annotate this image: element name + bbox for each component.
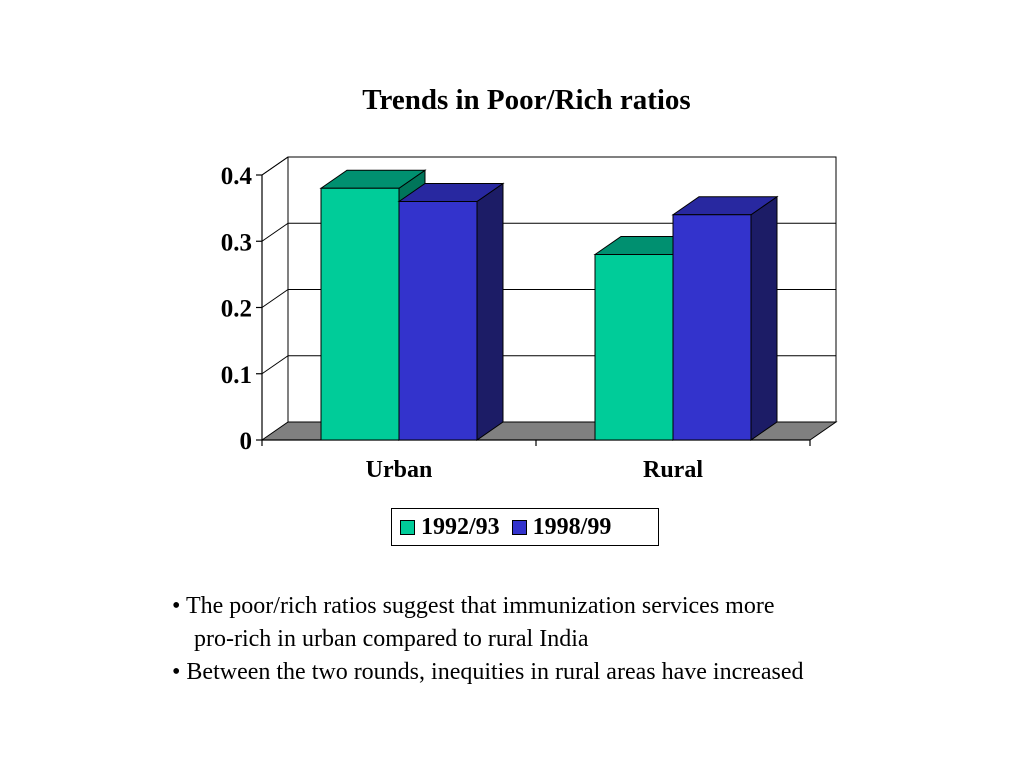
legend-swatch-series-1 <box>400 519 415 535</box>
note-bullet-2: • Between the two rounds, inequities in … <box>172 659 804 685</box>
y-tick-label: 0.2 <box>221 296 252 323</box>
gridline-side <box>261 289 289 308</box>
chart-bars <box>319 169 779 441</box>
legend-label-series-2: 1998/99 <box>532 513 612 540</box>
gridline-side <box>261 222 289 242</box>
bar-front-face <box>320 187 400 441</box>
bar-side-face <box>750 195 778 441</box>
gridline-side <box>261 156 289 176</box>
y-tick-label: 0.1 <box>221 362 252 389</box>
x-tick-label-urban: Urban <box>366 457 433 483</box>
legend-swatch-series-2 <box>511 519 527 535</box>
chart-title: Trends in Poor/Rich ratios <box>362 84 691 116</box>
chart-legend: 1992/93 1998/99 <box>391 508 659 546</box>
bar-side-face <box>476 182 504 441</box>
legend-item-series-1: 1992/93 <box>400 514 500 541</box>
legend-label-series-1: 1992/93 <box>421 513 500 540</box>
chart-labels: 0 0.1 0.2 0.3 0.4 Urban Rural <box>221 163 704 483</box>
y-tick-label: 0 <box>240 428 253 455</box>
y-tick-label: 0.3 <box>221 229 252 256</box>
note-bullet-1: • The poor/rich ratios suggest that immu… <box>172 593 775 619</box>
y-tick-label: 0.4 <box>221 163 253 190</box>
x-tick-label-rural: Rural <box>643 457 703 483</box>
gridline-side <box>261 355 289 375</box>
bar-urban-1998-99 <box>397 182 505 441</box>
bar-front-face <box>672 214 752 441</box>
bar-front-face <box>594 254 674 441</box>
bar-rural-1998-99 <box>671 195 779 441</box>
note-bullet-1-continued: pro-rich in urban compared to rural Indi… <box>194 626 589 652</box>
bar-front-face <box>398 201 478 441</box>
legend-item-series-2: 1998/99 <box>511 513 612 541</box>
notes: • The poor/rich ratios suggest that immu… <box>172 590 992 689</box>
